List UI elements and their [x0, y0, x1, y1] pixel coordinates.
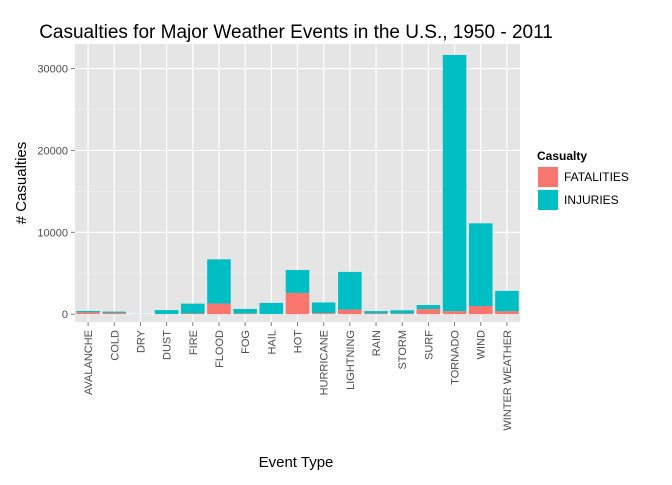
chart-title: Casualties for Major Weather Events in t… — [39, 22, 553, 43]
x-tick-label: FOG — [240, 330, 252, 354]
x-tick-label: LIGHTNING — [345, 330, 357, 390]
x-tick-label: WIND — [476, 330, 488, 359]
x-tick-label: FLOOD — [214, 330, 226, 368]
legend-swatch — [538, 190, 558, 210]
legend-swatch — [538, 167, 558, 187]
bar-injuries-tornado — [443, 55, 467, 311]
x-tick-label: DRY — [135, 329, 147, 353]
bar-fatalities-fire — [181, 313, 205, 314]
bar-injuries-fire — [181, 304, 205, 314]
bar-injuries-hot — [286, 270, 310, 293]
bar-injuries-lightning — [338, 272, 362, 310]
bar-injuries-flood — [207, 259, 231, 303]
bar-injuries-fog — [233, 309, 257, 314]
x-tick-label: RAIN — [371, 330, 383, 356]
x-tick-label: TORNADO — [450, 330, 462, 385]
bar-injuries-rain — [364, 311, 388, 313]
x-tick-label: FIRE — [188, 330, 200, 355]
legend-items: FATALITIES INJURIES — [537, 166, 629, 211]
bar-fatalities-surf — [417, 309, 441, 314]
bar-fatalities-storm — [390, 314, 414, 315]
bar-injuries-surf — [417, 305, 441, 309]
bar-injuries-hurricane — [312, 302, 336, 313]
bar-fatalities-avalanche — [76, 312, 100, 314]
x-axis-label: Event Type — [259, 454, 334, 471]
bar-injuries-storm — [390, 310, 414, 313]
x-tick-label: WINTER WEATHER — [502, 330, 514, 431]
y-tick-label: 10000 — [37, 227, 68, 239]
legend-title: Casualty — [537, 149, 587, 163]
bar-fatalities-winter-weather — [495, 311, 519, 314]
legend: Casualty FATALITIES INJURIES — [537, 149, 629, 211]
y-axis-label: # Casualties — [13, 142, 30, 225]
y-tick-label: 0 — [62, 309, 68, 321]
bar-fatalities-lightning — [338, 310, 362, 315]
bar-injuries-dust — [155, 310, 179, 314]
bar-fatalities-wind — [469, 306, 493, 314]
x-tick-label: COLD — [109, 330, 121, 361]
y-tick-label: 20000 — [37, 145, 68, 157]
x-tick-label: HURRICANE — [319, 330, 331, 395]
bar-fatalities-hurricane — [312, 313, 336, 314]
x-tick-label: HAIL — [266, 330, 278, 354]
bar-fatalities-cold — [102, 313, 126, 314]
bar-fatalities-hot — [286, 293, 310, 314]
bar-injuries-hail — [260, 303, 284, 314]
bar-fatalities-fog — [233, 314, 257, 315]
x-tick-label: DUST — [162, 330, 174, 360]
bar-fatalities-rain — [364, 313, 388, 314]
bar-injuries-wind — [469, 223, 493, 306]
bar-fatalities-tornado — [443, 311, 467, 314]
bar-fatalities-flood — [207, 304, 231, 315]
x-tick-label: STORM — [397, 330, 409, 370]
x-tick-label: HOT — [293, 330, 305, 354]
legend-label: INJURIES — [564, 193, 619, 207]
bar-injuries-avalanche — [76, 311, 100, 312]
legend-label: FATALITIES — [564, 170, 629, 184]
bar-injuries-winter-weather — [495, 291, 519, 311]
x-tick-label: SURF — [423, 330, 435, 360]
bar-injuries-cold — [102, 312, 126, 313]
x-tick-label: AVALANCHE — [83, 330, 95, 395]
y-tick-label: 30000 — [37, 64, 68, 76]
